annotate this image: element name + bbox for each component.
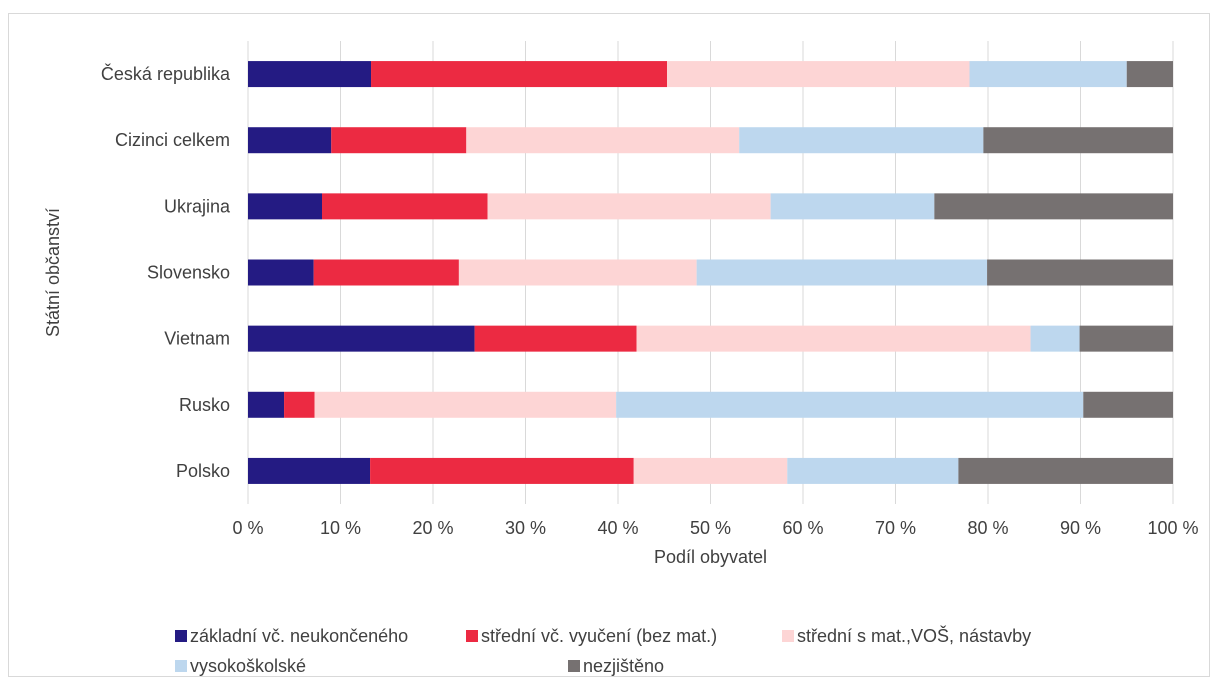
bar-segment bbox=[969, 61, 1127, 88]
legend-label: základní vč. neukončeného bbox=[190, 626, 408, 646]
bar-segment bbox=[770, 193, 935, 220]
bar-segment bbox=[458, 259, 697, 286]
bar-segment bbox=[633, 457, 788, 484]
bar-segment bbox=[474, 325, 637, 352]
bar-segment bbox=[616, 391, 1084, 418]
x-tick-label: 10 % bbox=[320, 518, 361, 538]
x-tick-label: 30 % bbox=[505, 518, 546, 538]
bar-segment bbox=[787, 457, 959, 484]
bar-segment bbox=[248, 127, 332, 154]
legend-item: střední vč. vyučení (bez mat.) bbox=[466, 626, 717, 646]
bars bbox=[248, 61, 1173, 484]
bar-segment bbox=[1079, 325, 1173, 352]
bar-segment bbox=[636, 325, 1031, 352]
bar-segment bbox=[284, 391, 315, 418]
bar-segment bbox=[314, 391, 617, 418]
x-axis-title: Podíl obyvatel bbox=[654, 547, 767, 567]
bar-segment bbox=[331, 127, 467, 154]
bar-segment bbox=[983, 127, 1173, 154]
y-tick-label: Česká republika bbox=[101, 63, 231, 84]
bar-segment bbox=[1083, 391, 1173, 418]
legend-item: základní vč. neukončeného bbox=[175, 626, 408, 646]
bar-segment bbox=[370, 457, 634, 484]
x-tick-label: 80 % bbox=[967, 518, 1008, 538]
y-axis-title: Státní občanství bbox=[43, 208, 63, 337]
y-axis-tick-labels: Česká republika Cizinci celkem Ukrajina Slo… bbox=[101, 63, 231, 481]
bar-segment bbox=[739, 127, 984, 154]
bar-segment bbox=[466, 127, 740, 154]
legend-label: střední s mat.,VOŠ, nástavby bbox=[797, 625, 1031, 646]
bar-segment bbox=[958, 457, 1173, 484]
x-tick-label: 20 % bbox=[412, 518, 453, 538]
x-tick-label: 50 % bbox=[690, 518, 731, 538]
y-tick-label: Vietnam bbox=[164, 329, 230, 349]
bar-segment bbox=[371, 61, 668, 88]
legend-swatch bbox=[175, 660, 187, 672]
chart-frame: Česká republika Cizinci celkem Ukrajina Slo… bbox=[8, 13, 1210, 677]
bar-segment bbox=[248, 457, 371, 484]
bar-segment bbox=[322, 193, 488, 220]
stacked-bar-chart: Česká republika Cizinci celkem Ukrajina Slo… bbox=[43, 41, 1199, 676]
legend-item: vysokoškolské bbox=[175, 656, 306, 676]
bar-segment bbox=[1126, 61, 1173, 88]
legend-item: střední s mat.,VOŠ, nástavby bbox=[782, 625, 1031, 646]
y-tick-label: Ukrajina bbox=[164, 196, 231, 216]
x-tick-label: 100 % bbox=[1147, 518, 1198, 538]
bar-segment bbox=[934, 193, 1173, 220]
x-tick-label: 60 % bbox=[782, 518, 823, 538]
bar-segment bbox=[248, 259, 314, 286]
y-tick-label: Cizinci celkem bbox=[115, 130, 230, 150]
y-tick-label: Polsko bbox=[176, 461, 230, 481]
bar-segment bbox=[487, 193, 771, 220]
legend: základní vč. neukončeného střední vč. vyu… bbox=[175, 625, 1031, 676]
x-tick-label: 90 % bbox=[1060, 518, 1101, 538]
x-tick-label: 70 % bbox=[875, 518, 916, 538]
legend-item: nezjištěno bbox=[568, 656, 664, 676]
bar-segment bbox=[313, 259, 459, 286]
x-axis-tick-labels: 0 % 10 % 20 % 30 % 40 % 50 % 60 % 70 % 80 % 90 % 1… bbox=[232, 518, 1198, 538]
x-tick-label: 0 % bbox=[232, 518, 263, 538]
bar-segment bbox=[248, 193, 322, 220]
legend-swatch bbox=[568, 660, 580, 672]
bar-segment bbox=[248, 61, 372, 88]
legend-swatch bbox=[175, 630, 187, 642]
bar-segment bbox=[1030, 325, 1080, 352]
bar-segment bbox=[696, 259, 988, 286]
bar-segment bbox=[248, 325, 475, 352]
legend-label: střední vč. vyučení (bez mat.) bbox=[481, 626, 717, 646]
y-tick-label: Rusko bbox=[179, 395, 230, 415]
y-tick-label: Slovensko bbox=[147, 263, 230, 283]
legend-swatch bbox=[466, 630, 478, 642]
legend-label: nezjištěno bbox=[583, 656, 664, 676]
bar-segment bbox=[667, 61, 970, 88]
bar-segment bbox=[987, 259, 1173, 286]
bar-segment bbox=[248, 391, 285, 418]
legend-swatch bbox=[782, 630, 794, 642]
legend-label: vysokoškolské bbox=[190, 656, 306, 676]
x-tick-label: 40 % bbox=[597, 518, 638, 538]
